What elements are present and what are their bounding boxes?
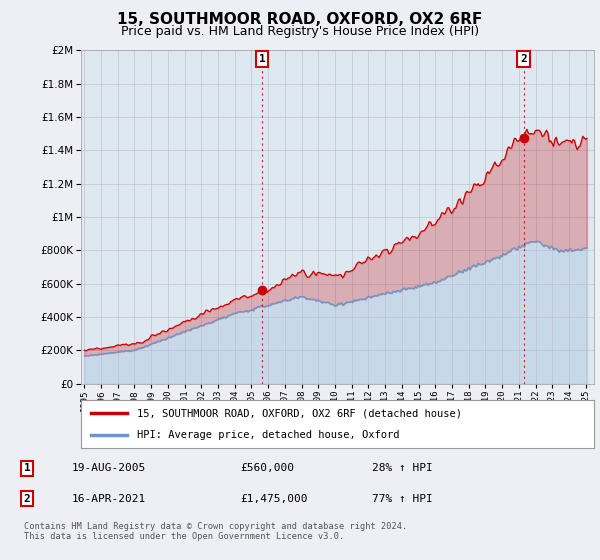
Text: 1: 1 — [23, 464, 31, 473]
Text: 16-APR-2021: 16-APR-2021 — [72, 494, 146, 503]
Text: 2: 2 — [23, 494, 31, 503]
Text: 2: 2 — [520, 54, 527, 64]
Text: Price paid vs. HM Land Registry's House Price Index (HPI): Price paid vs. HM Land Registry's House … — [121, 25, 479, 38]
Text: 77% ↑ HPI: 77% ↑ HPI — [372, 494, 433, 503]
Text: 19-AUG-2005: 19-AUG-2005 — [72, 464, 146, 473]
Text: 15, SOUTHMOOR ROAD, OXFORD, OX2 6RF: 15, SOUTHMOOR ROAD, OXFORD, OX2 6RF — [118, 12, 482, 27]
Text: 28% ↑ HPI: 28% ↑ HPI — [372, 464, 433, 473]
Text: 15, SOUTHMOOR ROAD, OXFORD, OX2 6RF (detached house): 15, SOUTHMOOR ROAD, OXFORD, OX2 6RF (det… — [137, 408, 463, 418]
Text: £1,475,000: £1,475,000 — [240, 494, 308, 503]
Text: Contains HM Land Registry data © Crown copyright and database right 2024.
This d: Contains HM Land Registry data © Crown c… — [24, 522, 407, 542]
Text: 1: 1 — [259, 54, 266, 64]
Text: £560,000: £560,000 — [240, 464, 294, 473]
Text: HPI: Average price, detached house, Oxford: HPI: Average price, detached house, Oxfo… — [137, 430, 400, 440]
